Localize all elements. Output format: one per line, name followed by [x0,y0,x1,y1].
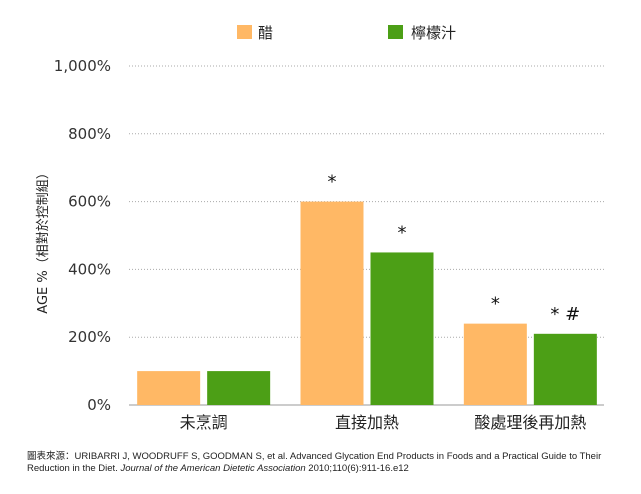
y-tick-label: 600% [68,193,111,211]
bar [533,333,597,405]
grid [129,65,604,406]
bar [137,371,201,405]
y-tick-label: 1,000% [54,57,111,75]
bar-annotation: * [491,294,500,315]
bar [207,371,271,405]
source-prefix: 圖表來源：URIBARRI J, WOODRUFF S, GOODMAN S, … [27,451,602,474]
bar-annotation: * # [550,304,580,325]
bars: * * * * # [137,172,597,405]
y-axis: 0% 200% 400% 600% 800% 1,000% [54,57,111,414]
x-category-label: 酸處理後再加熱 [474,413,586,432]
y-tick-label: 0% [87,396,111,414]
y-tick-label: 200% [68,328,111,346]
legend-label: 檸檬汁 [411,24,456,42]
y-tick-label: 800% [68,125,111,143]
bar-annotation: * [328,172,337,193]
y-axis-label: AGE %（相對於控制組） [35,166,51,313]
legend-swatch [388,25,403,39]
bar [300,201,364,405]
source-citation: 圖表來源：URIBARRI J, WOODRUFF S, GOODMAN S, … [27,451,637,475]
source-suffix: 2010;110(6):911-16.e12 [305,463,409,474]
bar [463,323,527,405]
y-tick-label: 400% [68,260,111,278]
source-journal: Journal of the American Dietetic Associa… [120,463,306,474]
legend-label: 醋 [258,24,273,42]
x-axis: 未烹調 直接加熱 酸處理後再加熱 [180,413,587,432]
legend-swatch [237,25,252,39]
x-category-label: 直接加熱 [335,413,399,432]
legend: 醋 檸檬汁 [237,24,456,42]
bar [370,252,434,405]
bar-chart: 醋 檸檬汁 0% 200% 400% 600% 800% 1,000% * * * * # 未烹調… [35,24,604,432]
x-category-label: 未烹調 [180,413,228,432]
bar-annotation: * [398,222,407,243]
